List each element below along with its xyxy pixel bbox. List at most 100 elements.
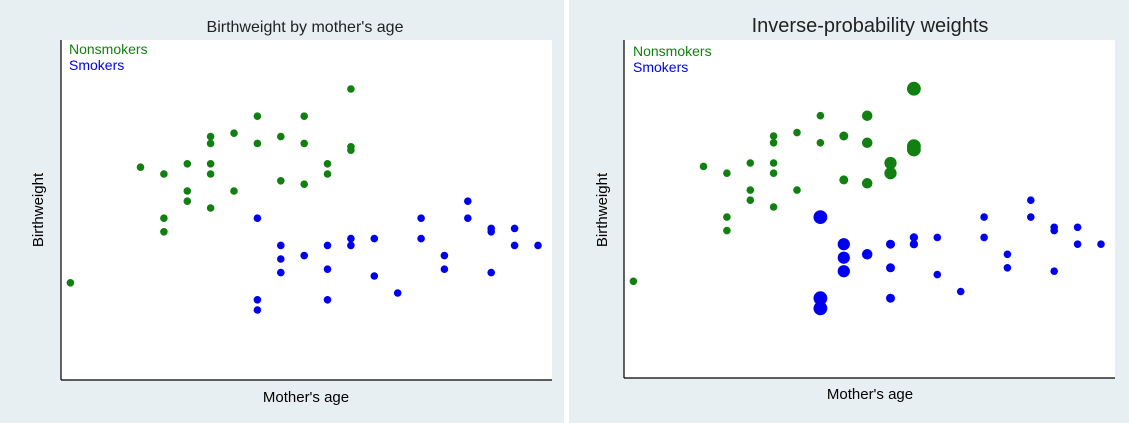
legend-entry-nonsmokers: Nonsmokers (633, 43, 712, 59)
data-point-nonsmokers (723, 226, 731, 235)
x-axis-label: Mother's age (263, 389, 349, 406)
data-point-nonsmokers (323, 160, 332, 168)
data-point-nonsmokers (136, 163, 145, 171)
data-point-smokers (323, 296, 332, 304)
data-point-nonsmokers (277, 177, 285, 185)
legend-entry-smokers: Smokers (69, 57, 124, 73)
data-point-nonsmokers (300, 112, 309, 120)
chart-svg-left: Birthweight by mother's age Mother's age… (30, 19, 552, 406)
data-point-nonsmokers (746, 196, 755, 204)
data-point-smokers (909, 240, 919, 249)
data-point-nonsmokers (206, 170, 215, 178)
y-axis-label: Birthweight (594, 172, 611, 247)
chart-panel-birthweight-by-age: Birthweight by mother's age Mother's age… (0, 0, 564, 423)
data-point-nonsmokers (253, 139, 262, 148)
data-point-nonsmokers (253, 112, 262, 120)
data-point-nonsmokers (230, 187, 238, 195)
data-point-nonsmokers (300, 180, 309, 188)
data-point-smokers (440, 251, 449, 260)
data-point-smokers (1050, 267, 1058, 276)
data-point-nonsmokers (884, 167, 897, 180)
data-point-nonsmokers (907, 81, 921, 96)
data-point-smokers (813, 291, 828, 306)
data-point-smokers (837, 265, 850, 278)
x-axis-label: Mother's age (827, 386, 913, 403)
data-point-smokers (487, 268, 496, 277)
data-point-smokers (323, 265, 332, 274)
data-point-smokers (370, 234, 379, 243)
data-point-smokers (1003, 250, 1012, 259)
panel-divider (564, 0, 569, 423)
data-point-smokers (1027, 196, 1035, 204)
data-point-smokers (417, 234, 425, 243)
data-point-nonsmokers (839, 131, 849, 141)
data-point-nonsmokers (793, 186, 801, 194)
data-point-smokers (933, 270, 942, 279)
data-point-smokers (464, 197, 472, 205)
data-point-smokers (933, 233, 942, 242)
data-point-smokers (1050, 226, 1058, 235)
data-point-nonsmokers (230, 129, 238, 137)
chart-title: Inverse-probability weights (752, 15, 989, 37)
data-point-nonsmokers (183, 160, 192, 168)
data-point-nonsmokers (206, 132, 215, 141)
data-point-smokers (393, 289, 402, 297)
data-point-smokers (417, 214, 425, 222)
data-point-nonsmokers (277, 132, 285, 141)
data-point-smokers (277, 255, 285, 263)
data-point-nonsmokers (160, 170, 168, 178)
chart-panel-inverse-probability-weights: Inverse-probability weights Mother's age… (569, 0, 1129, 423)
scatter-points (66, 85, 542, 314)
legend-entry-smokers: Smokers (633, 59, 688, 75)
data-point-smokers (1003, 264, 1012, 272)
data-point-nonsmokers (769, 203, 778, 211)
data-point-nonsmokers (793, 128, 801, 137)
data-point-smokers (277, 241, 285, 250)
data-point-nonsmokers (907, 142, 921, 157)
data-point-smokers (956, 287, 965, 296)
data-point-nonsmokers (300, 139, 309, 148)
data-point-nonsmokers (816, 139, 825, 147)
data-point-smokers (1097, 240, 1105, 248)
data-point-smokers (886, 263, 895, 273)
data-point-smokers (813, 210, 828, 225)
data-point-smokers (464, 214, 472, 222)
plot-area (61, 40, 552, 380)
data-point-nonsmokers (861, 110, 873, 121)
y-axis-label: Birthweight (30, 172, 47, 247)
data-point-smokers (347, 241, 355, 250)
data-point-nonsmokers (769, 139, 778, 147)
data-point-nonsmokers (816, 111, 825, 120)
scatter-points (629, 81, 1105, 316)
data-point-smokers (487, 228, 496, 236)
data-point-smokers (323, 241, 332, 250)
data-point-smokers (534, 241, 542, 250)
data-point-smokers (909, 233, 919, 242)
data-point-smokers (510, 224, 519, 233)
data-point-smokers (861, 249, 873, 260)
data-point-nonsmokers (769, 159, 778, 167)
data-point-nonsmokers (206, 160, 215, 168)
data-point-nonsmokers (861, 137, 873, 149)
data-point-nonsmokers (769, 169, 778, 177)
data-point-smokers (253, 296, 262, 304)
data-point-smokers (440, 265, 449, 274)
legend-entry-nonsmokers: Nonsmokers (69, 41, 148, 57)
data-point-nonsmokers (746, 159, 755, 167)
data-point-nonsmokers (323, 170, 332, 178)
data-point-nonsmokers (723, 169, 731, 177)
data-point-smokers (1073, 240, 1082, 248)
data-point-smokers (980, 213, 988, 221)
data-point-smokers (837, 251, 850, 264)
data-point-nonsmokers (183, 187, 192, 195)
data-point-nonsmokers (629, 277, 638, 286)
data-point-nonsmokers (769, 132, 778, 140)
data-point-nonsmokers (861, 178, 873, 189)
data-point-smokers (886, 239, 895, 249)
data-point-smokers (837, 238, 850, 251)
data-point-nonsmokers (347, 85, 355, 93)
data-point-nonsmokers (723, 213, 731, 221)
data-point-smokers (980, 233, 988, 242)
data-point-smokers (253, 306, 262, 314)
data-point-nonsmokers (183, 197, 192, 205)
